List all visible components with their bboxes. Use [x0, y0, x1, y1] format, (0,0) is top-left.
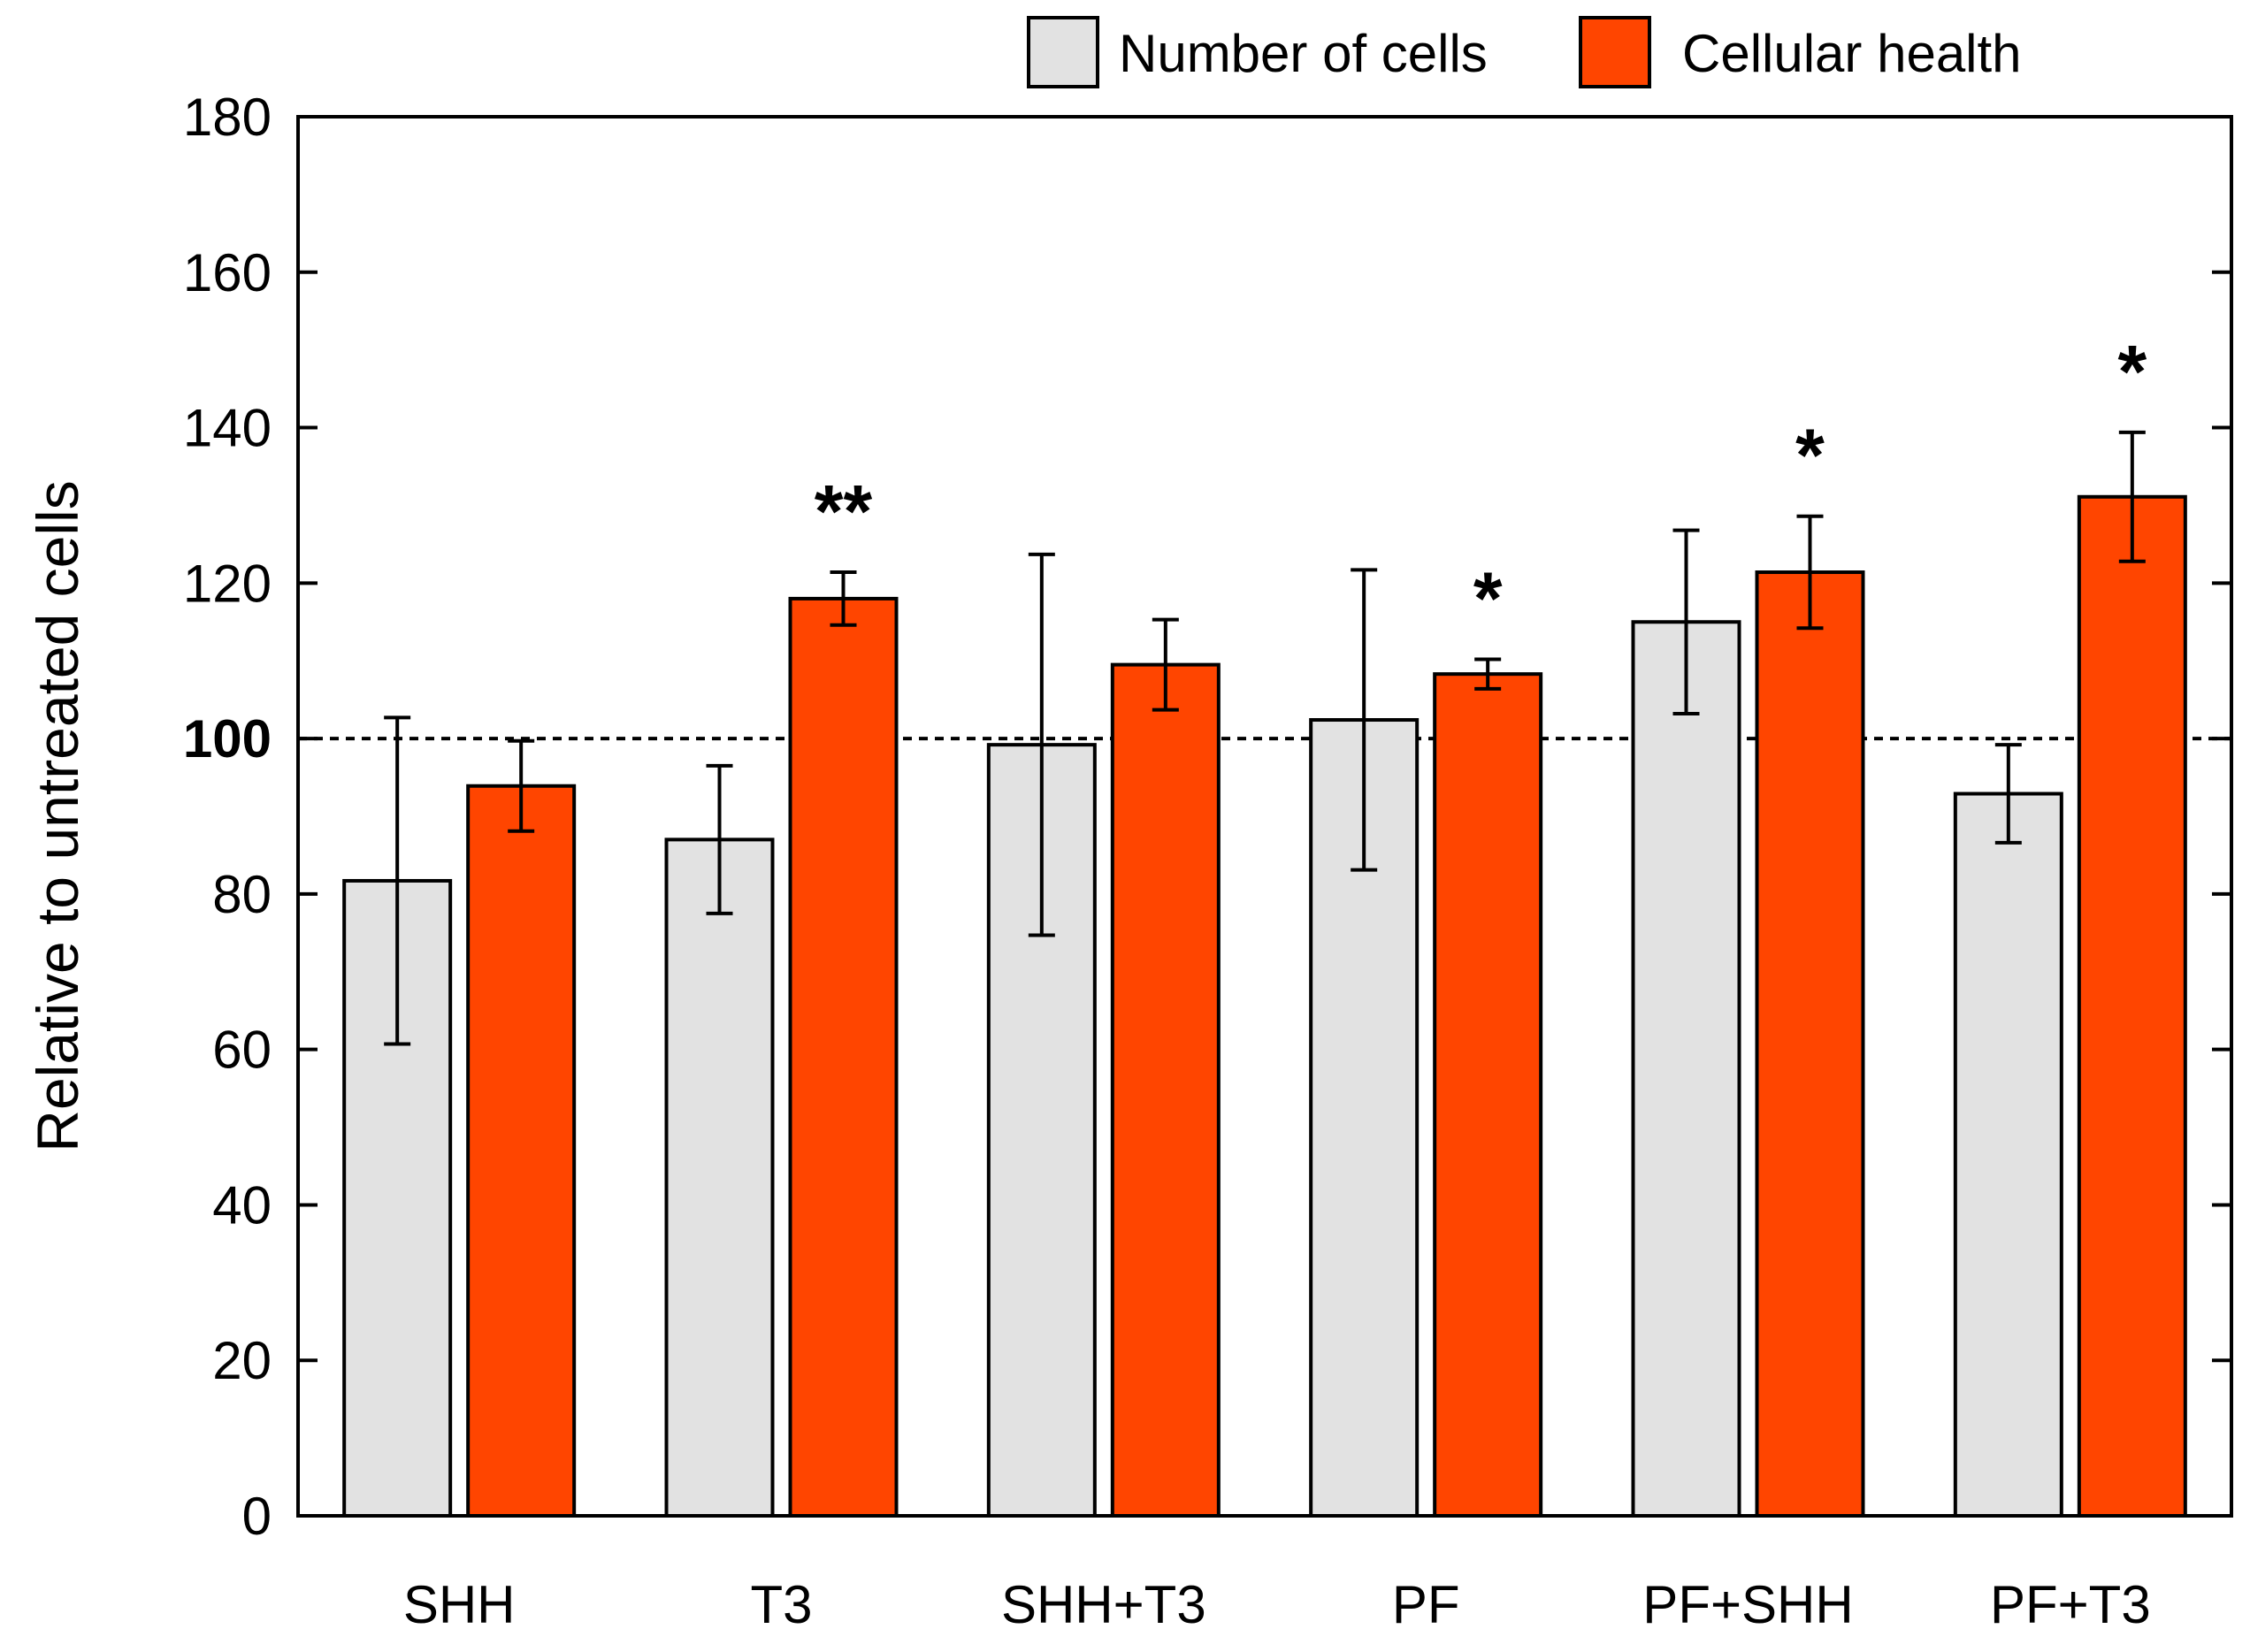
bar-cellular-health-pf [1433, 672, 1543, 1518]
x-category-label: T3 [750, 1575, 812, 1634]
plot-frame [296, 115, 2233, 1518]
y-tick-label: 120 [183, 554, 272, 613]
significance-marker: * [1795, 414, 1825, 497]
y-tick-label: 140 [183, 399, 272, 458]
y-tick-label: 180 [183, 88, 272, 147]
bar-number-of-cells-t3 [664, 837, 775, 1518]
significance-marker: * [1473, 556, 1503, 639]
x-category-label: SHH [403, 1575, 516, 1634]
legend-swatch-number-of-cells [1027, 16, 1099, 88]
legend-swatch-cellular-health [1579, 16, 1651, 88]
significance-marker: * [2117, 330, 2147, 413]
y-tick-label: 100 [183, 709, 272, 769]
legend-label-cellular-health: Cellular health [1682, 24, 2022, 83]
y-tick-label: 40 [212, 1175, 272, 1235]
bar-cellular-health-t3 [788, 596, 899, 1518]
y-tick-label: 20 [212, 1331, 272, 1390]
x-category-label: PF [1392, 1575, 1460, 1634]
bar-cellular-health-shh [466, 784, 577, 1518]
x-category-label: SHH+T3 [1001, 1575, 1206, 1634]
y-tick-label: 160 [183, 243, 272, 302]
bar-number-of-cells-pf-plus-t3 [1953, 792, 2063, 1518]
bar-cellular-health-shh-plus-t3 [1110, 662, 1221, 1518]
y-tick-label: 80 [212, 865, 272, 924]
legend-label-number-of-cells: Number of cells [1119, 24, 1488, 83]
x-category-label: PF+SHH [1642, 1575, 1853, 1634]
bar-cellular-health-pf-plus-shh [1755, 570, 1865, 1518]
y-tick-label: 60 [212, 1021, 272, 1080]
bar-number-of-cells-pf-plus-shh [1631, 620, 1741, 1518]
y-tick-label: 0 [242, 1487, 272, 1546]
significance-marker: ** [815, 470, 873, 553]
y-axis-title: Relative to untreated cells [25, 480, 90, 1151]
x-category-label: PF+T3 [1990, 1575, 2151, 1634]
bar-cellular-health-pf-plus-t3 [2077, 494, 2187, 1518]
